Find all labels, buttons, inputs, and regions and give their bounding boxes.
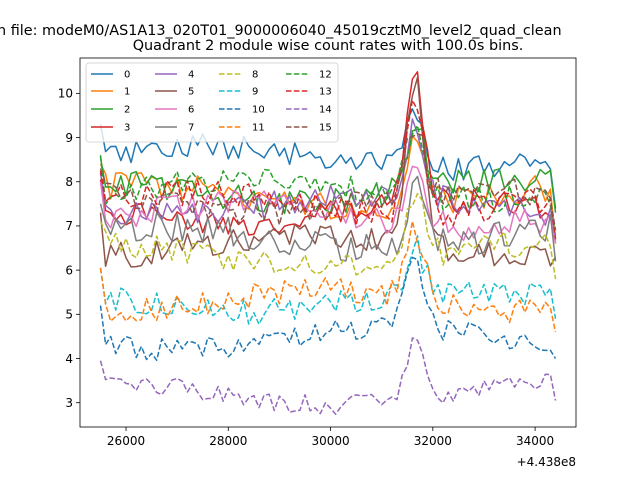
legend-label-2: 2 — [124, 105, 130, 116]
legend-label-5: 5 — [188, 87, 194, 98]
series-line-8 — [99, 192, 557, 280]
y-tick-label: 7 — [65, 219, 73, 233]
series-line-10 — [99, 256, 557, 362]
series-line-6 — [99, 165, 557, 244]
series-line-13 — [99, 99, 557, 240]
legend-box — [85, 62, 339, 143]
legend-label-12: 12 — [319, 70, 332, 81]
y-tick-label: 8 — [65, 175, 73, 189]
y-tick-label: 4 — [65, 352, 73, 366]
y-axis-ticks: 3 4 5 6 7 8 9 10 — [58, 87, 80, 410]
y-tick-label: 10 — [58, 87, 73, 101]
legend-label-15: 15 — [319, 123, 332, 134]
legend-label-13: 13 — [319, 87, 332, 98]
legend-label-1: 1 — [124, 87, 130, 98]
series-line-9 — [99, 235, 557, 325]
figure-suptitle: n file: modeM0/AS1A13_020T01_9000006040_… — [0, 23, 562, 39]
chart-title: Quadrant 2 module wise count rates with … — [133, 38, 524, 54]
series-line-14 — [99, 337, 557, 415]
y-tick-label: 9 — [65, 131, 73, 145]
legend-label-14: 14 — [319, 105, 332, 116]
series-line-7 — [99, 175, 557, 262]
legend-label-3: 3 — [124, 123, 130, 134]
legend-label-7: 7 — [188, 123, 194, 134]
legend-label-11: 11 — [252, 123, 265, 134]
series-line-12 — [99, 124, 557, 231]
series-line-5 — [99, 76, 557, 268]
x-offset-label: +4.438e8 — [517, 455, 576, 469]
y-tick-label: 3 — [65, 396, 73, 410]
y-tick-label: 6 — [65, 263, 73, 277]
legend-label-4: 4 — [188, 70, 194, 81]
legend-label-8: 8 — [252, 70, 258, 81]
y-tick-label: 5 — [65, 308, 73, 322]
legend-label-10: 10 — [252, 105, 265, 116]
x-tick-label: 28000 — [209, 434, 247, 448]
legend-label-6: 6 — [188, 105, 194, 116]
plot-lines — [99, 71, 557, 415]
legend-label-9: 9 — [252, 87, 258, 98]
series-line-11 — [99, 220, 557, 333]
x-tick-label: 30000 — [311, 434, 349, 448]
x-tick-label: 32000 — [414, 434, 452, 448]
x-tick-label: 34000 — [516, 434, 554, 448]
plot-frame — [79, 57, 577, 428]
x-axis-ticks: 26000 28000 30000 32000 34000 — [107, 427, 554, 448]
series-line-15 — [99, 133, 557, 231]
x-tick-label: 26000 — [107, 434, 145, 448]
series-line-3 — [99, 71, 557, 236]
legend-label-0: 0 — [124, 70, 130, 81]
